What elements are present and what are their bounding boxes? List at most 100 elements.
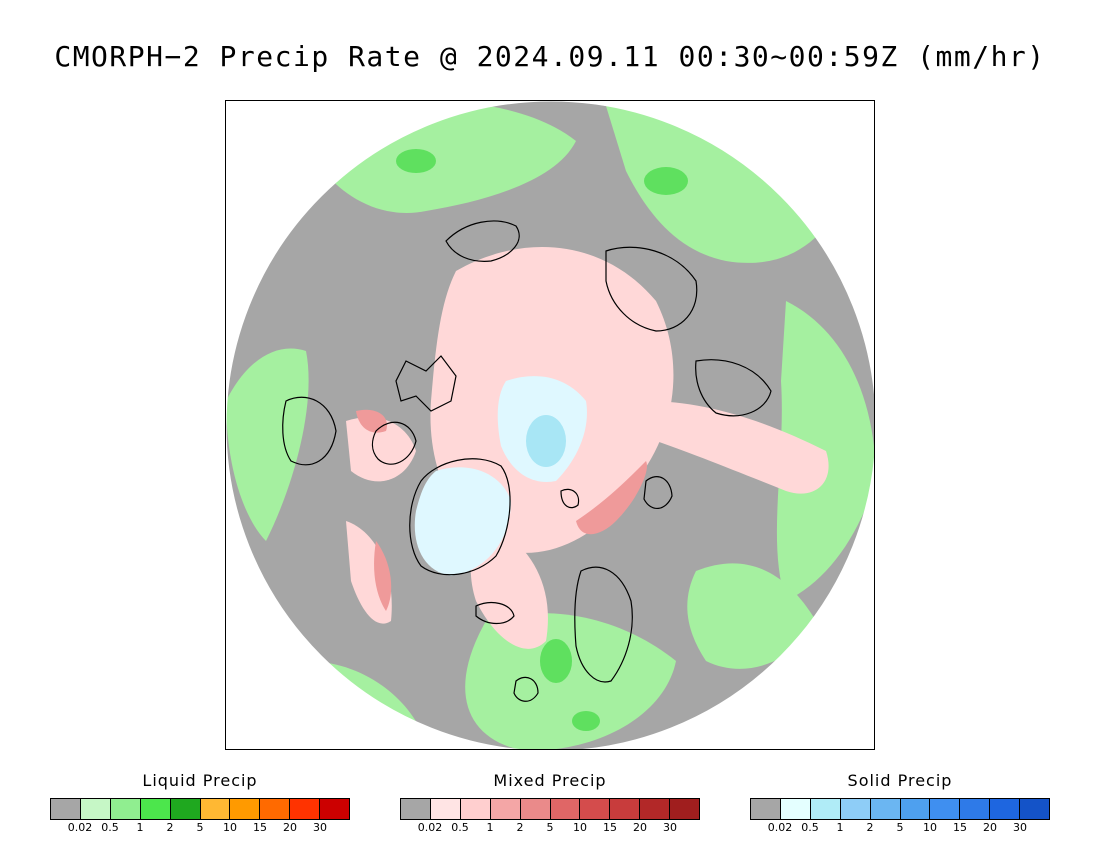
legend-mixed-title: Mixed Precip	[493, 771, 607, 790]
legend-mixed-tick: 5	[546, 821, 554, 834]
legend-solid-title: Solid Precip	[847, 771, 953, 790]
legend-solid-tick: 20	[983, 821, 997, 834]
coastline-canadian-archipelago	[395, 355, 457, 412]
coastline-novaya-zemlya	[643, 476, 673, 509]
legend-liquid-tick: 20	[283, 821, 297, 834]
solid-area-greenland	[414, 467, 511, 576]
legend-mixed-tick: 20	[633, 821, 647, 834]
legend-solid-ticks: 0.02 0.5 1 2 5 10 15 20 30	[750, 821, 1050, 837]
legend-liquid-swatch-2	[110, 799, 141, 819]
legend-mixed: Mixed Precip 0.02 0.5 1 2 5 10 15 20 30	[400, 770, 700, 837]
legend-liquid-swatch-7	[260, 799, 291, 819]
legend-solid-swatch-5	[900, 799, 931, 819]
mixed-heavy-areas	[356, 409, 647, 611]
legend-liquid-tick: 10	[223, 821, 237, 834]
legend-mixed-tick: 1	[486, 821, 494, 834]
legend-liquid-swatch-4	[170, 799, 201, 819]
legend-mixed-swatch-4	[520, 799, 551, 819]
legend-liquid-swatch-8	[290, 799, 321, 819]
legend-mixed-swatch-8	[640, 799, 671, 819]
liquid-heavy-norway	[540, 639, 572, 683]
coastline-scandinavia	[574, 566, 633, 683]
legend-mixed-swatch-5	[550, 799, 581, 819]
legend-liquid-swatches	[50, 798, 350, 820]
legend-liquid-ticks: 0.02 0.5 1 2 5 10 15 20 30	[50, 821, 350, 837]
solid-heavy-pole	[526, 415, 566, 467]
legend-mixed-ticks: 0.02 0.5 1 2 5 10 15 20 30	[400, 821, 700, 837]
coastline-svalbard	[560, 488, 580, 509]
mixed-heavy-baffin-band	[356, 409, 387, 433]
liquid-area-europe	[465, 613, 676, 749]
coastline-siberia	[605, 246, 698, 332]
map-svg	[226, 101, 874, 749]
coastline-greenland	[409, 458, 511, 576]
chart-title: CMORPH−2 Precip Rate @ 2024.09.11 00:30~…	[54, 40, 1046, 73]
mixed-area-canada-band	[646, 401, 829, 494]
legend-solid-swatch-9	[1020, 799, 1050, 819]
liquid-area-asia-west	[226, 348, 309, 541]
liquid-heavy-siberia	[396, 149, 436, 173]
legend-solid-tick: 5	[896, 821, 904, 834]
legend-liquid: Liquid Precip 0.02 0.5 1 2 5 10 15 20 30	[50, 770, 350, 837]
legend-solid-swatch-7	[960, 799, 991, 819]
legend-solid-swatch-2	[810, 799, 841, 819]
legend-solid-swatch-6	[930, 799, 961, 819]
legend-solid-swatch-0	[751, 799, 781, 819]
legend-solid-swatch-4	[870, 799, 901, 819]
liquid-area-canada-east	[776, 301, 874, 601]
solid-heavy-areas	[526, 415, 566, 467]
legend-solid-tick: 2	[866, 821, 874, 834]
legend-solid-tick: 10	[923, 821, 937, 834]
liquid-area-arctic-canada	[687, 563, 816, 669]
legend-solid-swatch-8	[990, 799, 1021, 819]
legend-liquid-title: Liquid Precip	[142, 771, 258, 790]
legend-liquid-swatch-0	[51, 799, 81, 819]
legend-liquid-swatch-1	[80, 799, 111, 819]
polar-precip-map	[225, 100, 875, 750]
liquid-heavy-alaska	[644, 167, 688, 195]
legend-solid-swatch-1	[780, 799, 811, 819]
mixed-heavy-greenland-sea-band	[576, 461, 647, 535]
liquid-area-alaska-pacific	[606, 106, 846, 263]
legend-liquid-tick: 2	[166, 821, 174, 834]
mixed-heavy-labrador-band	[374, 541, 392, 611]
legend-mixed-swatches	[400, 798, 700, 820]
legend-mixed-tick: 15	[603, 821, 617, 834]
legend-liquid-tick: 0.5	[101, 821, 119, 834]
legend-liquid-tick: 30	[313, 821, 327, 834]
legend-liquid-tick: 0.02	[67, 821, 93, 834]
legend-mixed-swatch-1	[430, 799, 461, 819]
coastline-iceland	[475, 602, 515, 625]
legend-solid-tick: 30	[1013, 821, 1027, 834]
legend-mixed-tick: 2	[516, 821, 524, 834]
legend-liquid-swatch-9	[320, 799, 350, 819]
legend-mixed-swatch-9	[670, 799, 700, 819]
legend-solid: Solid Precip 0.02 0.5 1 2 5 10 15 20 30	[750, 770, 1050, 837]
coastline-alaska	[445, 220, 520, 262]
legend-liquid-swatch-5	[200, 799, 231, 819]
legend-solid-tick: 1	[836, 821, 844, 834]
legend-liquid-tick: 15	[253, 821, 267, 834]
legend-mixed-swatch-2	[460, 799, 491, 819]
liquid-heavy-areas	[396, 149, 688, 731]
legend-mixed-swatch-0	[401, 799, 431, 819]
coastlines	[282, 220, 772, 702]
legend-solid-tick: 0.02	[767, 821, 793, 834]
legend-mixed-swatch-6	[580, 799, 611, 819]
liquid-heavy-uk	[572, 711, 600, 731]
legend-liquid-swatch-3	[140, 799, 171, 819]
legend-solid-tick: 15	[953, 821, 967, 834]
legend-liquid-tick: 5	[196, 821, 204, 834]
legend-liquid-swatch-6	[230, 799, 261, 819]
legend-solid-tick: 0.5	[801, 821, 819, 834]
legend-solid-swatches	[750, 798, 1050, 820]
legend-mixed-tick: 0.5	[451, 821, 469, 834]
legend-mixed-tick: 0.02	[417, 821, 443, 834]
legend-solid-swatch-3	[840, 799, 871, 819]
legend-mixed-tick: 30	[663, 821, 677, 834]
coastline-uk	[513, 676, 539, 702]
coastline-taymyr	[695, 359, 772, 417]
legend-mixed-tick: 10	[573, 821, 587, 834]
legend-liquid-tick: 1	[136, 821, 144, 834]
legend-mixed-swatch-3	[490, 799, 521, 819]
